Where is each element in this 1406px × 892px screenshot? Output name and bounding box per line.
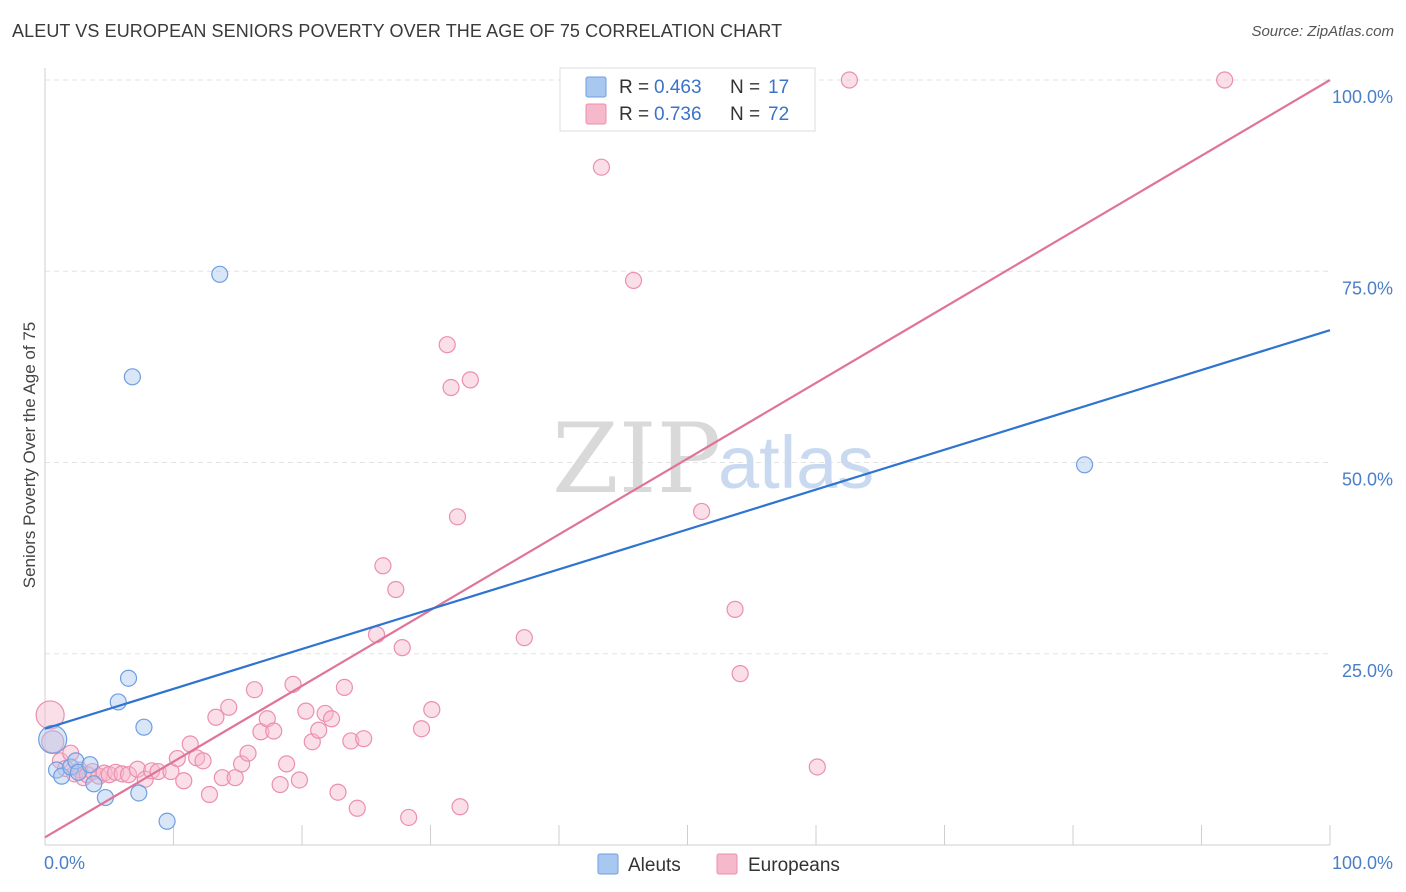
euro-point-32 — [239, 744, 257, 762]
euro-point-33 — [245, 681, 264, 699]
euro-point-22 — [175, 772, 193, 790]
euro-point-1 — [41, 730, 65, 754]
bottom-legend: Aleuts Europeans — [597, 853, 840, 876]
legend-euro-n-value: 72 — [768, 104, 789, 125]
aleut-point-9 — [109, 693, 127, 711]
y-tick-label-25: 25.0% — [1342, 661, 1393, 681]
euro-point-70 — [840, 71, 859, 89]
gridlines — [45, 79, 1330, 655]
euro-point-57 — [423, 700, 441, 719]
source-label: Source: ZipAtlas.com — [1251, 23, 1394, 40]
euro-point-13 — [107, 763, 125, 781]
watermark-zip: ZIP — [552, 403, 721, 515]
euro-point-67 — [726, 600, 744, 618]
bottom-legend-euro-label: Europeans — [748, 855, 840, 876]
x-ticks — [173, 825, 1331, 845]
euro-point-63 — [515, 629, 533, 647]
legend-euro-r-label: R = — [619, 104, 649, 125]
legend-aleut-r-label: R = — [619, 77, 649, 98]
legend-aleut-n-value: 17 — [768, 77, 789, 98]
aleut-point-15 — [211, 265, 229, 283]
euro-point-55 — [400, 808, 418, 827]
euro-point-68 — [731, 665, 749, 683]
y-tick-label-75: 75.0% — [1342, 278, 1393, 298]
bottom-legend-aleut-swatch — [597, 853, 619, 875]
aleut-point-11 — [130, 784, 148, 802]
legend-box: R = 0.463 N = 17 R = 0.736 N = 72 — [559, 67, 816, 132]
euro-point-26 — [200, 785, 219, 804]
watermark-atlas: atlas — [718, 421, 874, 504]
euro-point-61 — [451, 798, 469, 816]
euro-point-58 — [438, 336, 456, 354]
legend-aleut-n-label: N = — [730, 77, 760, 98]
aleut-point-2 — [53, 767, 71, 785]
euro-point-31 — [233, 755, 251, 773]
euro-point-46 — [329, 783, 347, 801]
trendlines — [44, 79, 1331, 839]
x-tick-label-max: 100.0% — [1332, 853, 1393, 873]
legend-aleut-r-value: 0.463 — [654, 77, 702, 98]
x-tick-label-min: 0.0% — [44, 853, 85, 873]
euro-point-54 — [393, 639, 411, 657]
euro-point-50 — [355, 730, 373, 748]
euro-point-60 — [448, 508, 467, 526]
bottom-legend-euro-swatch — [716, 853, 738, 875]
euro-point-41 — [297, 702, 315, 720]
euro-point-53 — [387, 580, 405, 599]
aleut-point-7 — [85, 775, 103, 793]
legend-euro-r-value: 0.736 — [654, 104, 702, 125]
euro-point-38 — [277, 755, 296, 773]
aleut-point-0 — [38, 724, 68, 755]
aleuts-points — [38, 265, 1094, 830]
aleut-point-14 — [123, 368, 141, 386]
euro-point-51 — [367, 626, 386, 644]
euro-point-69 — [808, 758, 826, 776]
europeans-trendline — [44, 79, 1331, 839]
euro-point-59 — [442, 378, 460, 397]
bottom-legend-aleut-label: Aleuts — [628, 855, 681, 876]
chart-title: ALEUT VS EUROPEAN SENIORS POVERTY OVER T… — [12, 21, 783, 41]
y-tick-label-100: 100.0% — [1332, 87, 1393, 107]
euro-point-37 — [271, 775, 289, 794]
euro-point-25 — [194, 752, 212, 770]
euro-point-45 — [322, 710, 341, 728]
euro-point-28 — [213, 769, 231, 787]
legend-euro-n-label: N = — [730, 104, 760, 125]
euro-point-36 — [265, 722, 283, 740]
legend-euro-swatch — [585, 103, 607, 125]
y-tick-label-50: 50.0% — [1342, 470, 1393, 490]
euro-point-47 — [335, 678, 354, 697]
euro-point-52 — [374, 557, 392, 575]
watermark: ZIP atlas — [552, 403, 874, 515]
euro-point-49 — [348, 799, 366, 817]
aleut-point-13 — [158, 812, 176, 830]
euro-point-71 — [1216, 71, 1234, 89]
euro-point-40 — [290, 771, 309, 789]
euro-point-62 — [461, 371, 479, 389]
euro-point-66 — [693, 502, 711, 521]
y-tick-labels: 25.0% 50.0% 75.0% 100.0% — [1332, 87, 1393, 681]
euro-point-56 — [412, 720, 431, 738]
aleut-point-6 — [81, 756, 99, 774]
euro-point-14 — [113, 765, 131, 783]
euro-point-29 — [220, 698, 238, 716]
aleut-point-10 — [119, 669, 138, 687]
euro-point-43 — [310, 721, 328, 739]
euro-point-15 — [119, 766, 138, 784]
y-axis-label: Seniors Poverty Over the Age of 75 — [20, 322, 39, 588]
aleuts-trendline — [44, 329, 1331, 730]
euro-point-65 — [624, 271, 643, 290]
aleut-point-16 — [1075, 456, 1094, 474]
euro-point-48 — [342, 732, 360, 750]
euro-point-30 — [226, 769, 244, 787]
aleut-point-12 — [135, 718, 153, 736]
euro-point-0 — [35, 700, 65, 730]
legend-aleut-swatch — [585, 76, 607, 98]
euro-point-27 — [207, 708, 225, 726]
euro-point-64 — [592, 158, 611, 176]
